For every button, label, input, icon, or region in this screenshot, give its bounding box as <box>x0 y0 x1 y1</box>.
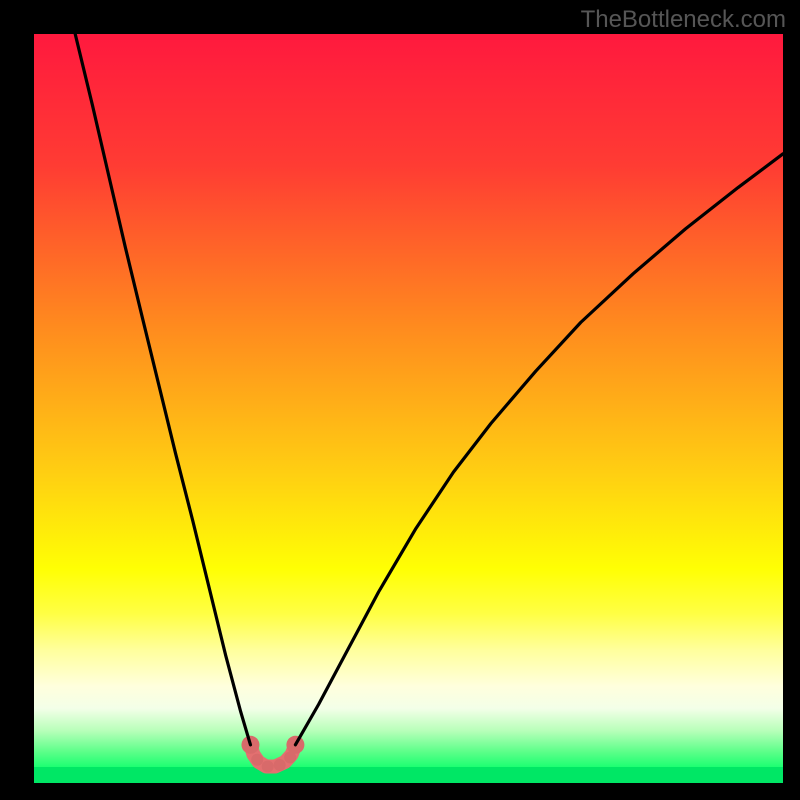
valley-mid-dot-3 <box>284 752 296 764</box>
curve-layer <box>34 34 783 783</box>
chart-stage: TheBottleneck.com <box>0 0 800 800</box>
bottleneck-curve-right <box>295 154 783 745</box>
valley-mid-dot-2 <box>274 759 286 771</box>
watermark-text: TheBottleneck.com <box>581 6 786 34</box>
bottleneck-curve-left <box>75 34 250 745</box>
valley-mid-dot-0 <box>251 754 263 766</box>
plot-area <box>34 34 783 783</box>
valley-mid-dot-1 <box>262 761 274 773</box>
